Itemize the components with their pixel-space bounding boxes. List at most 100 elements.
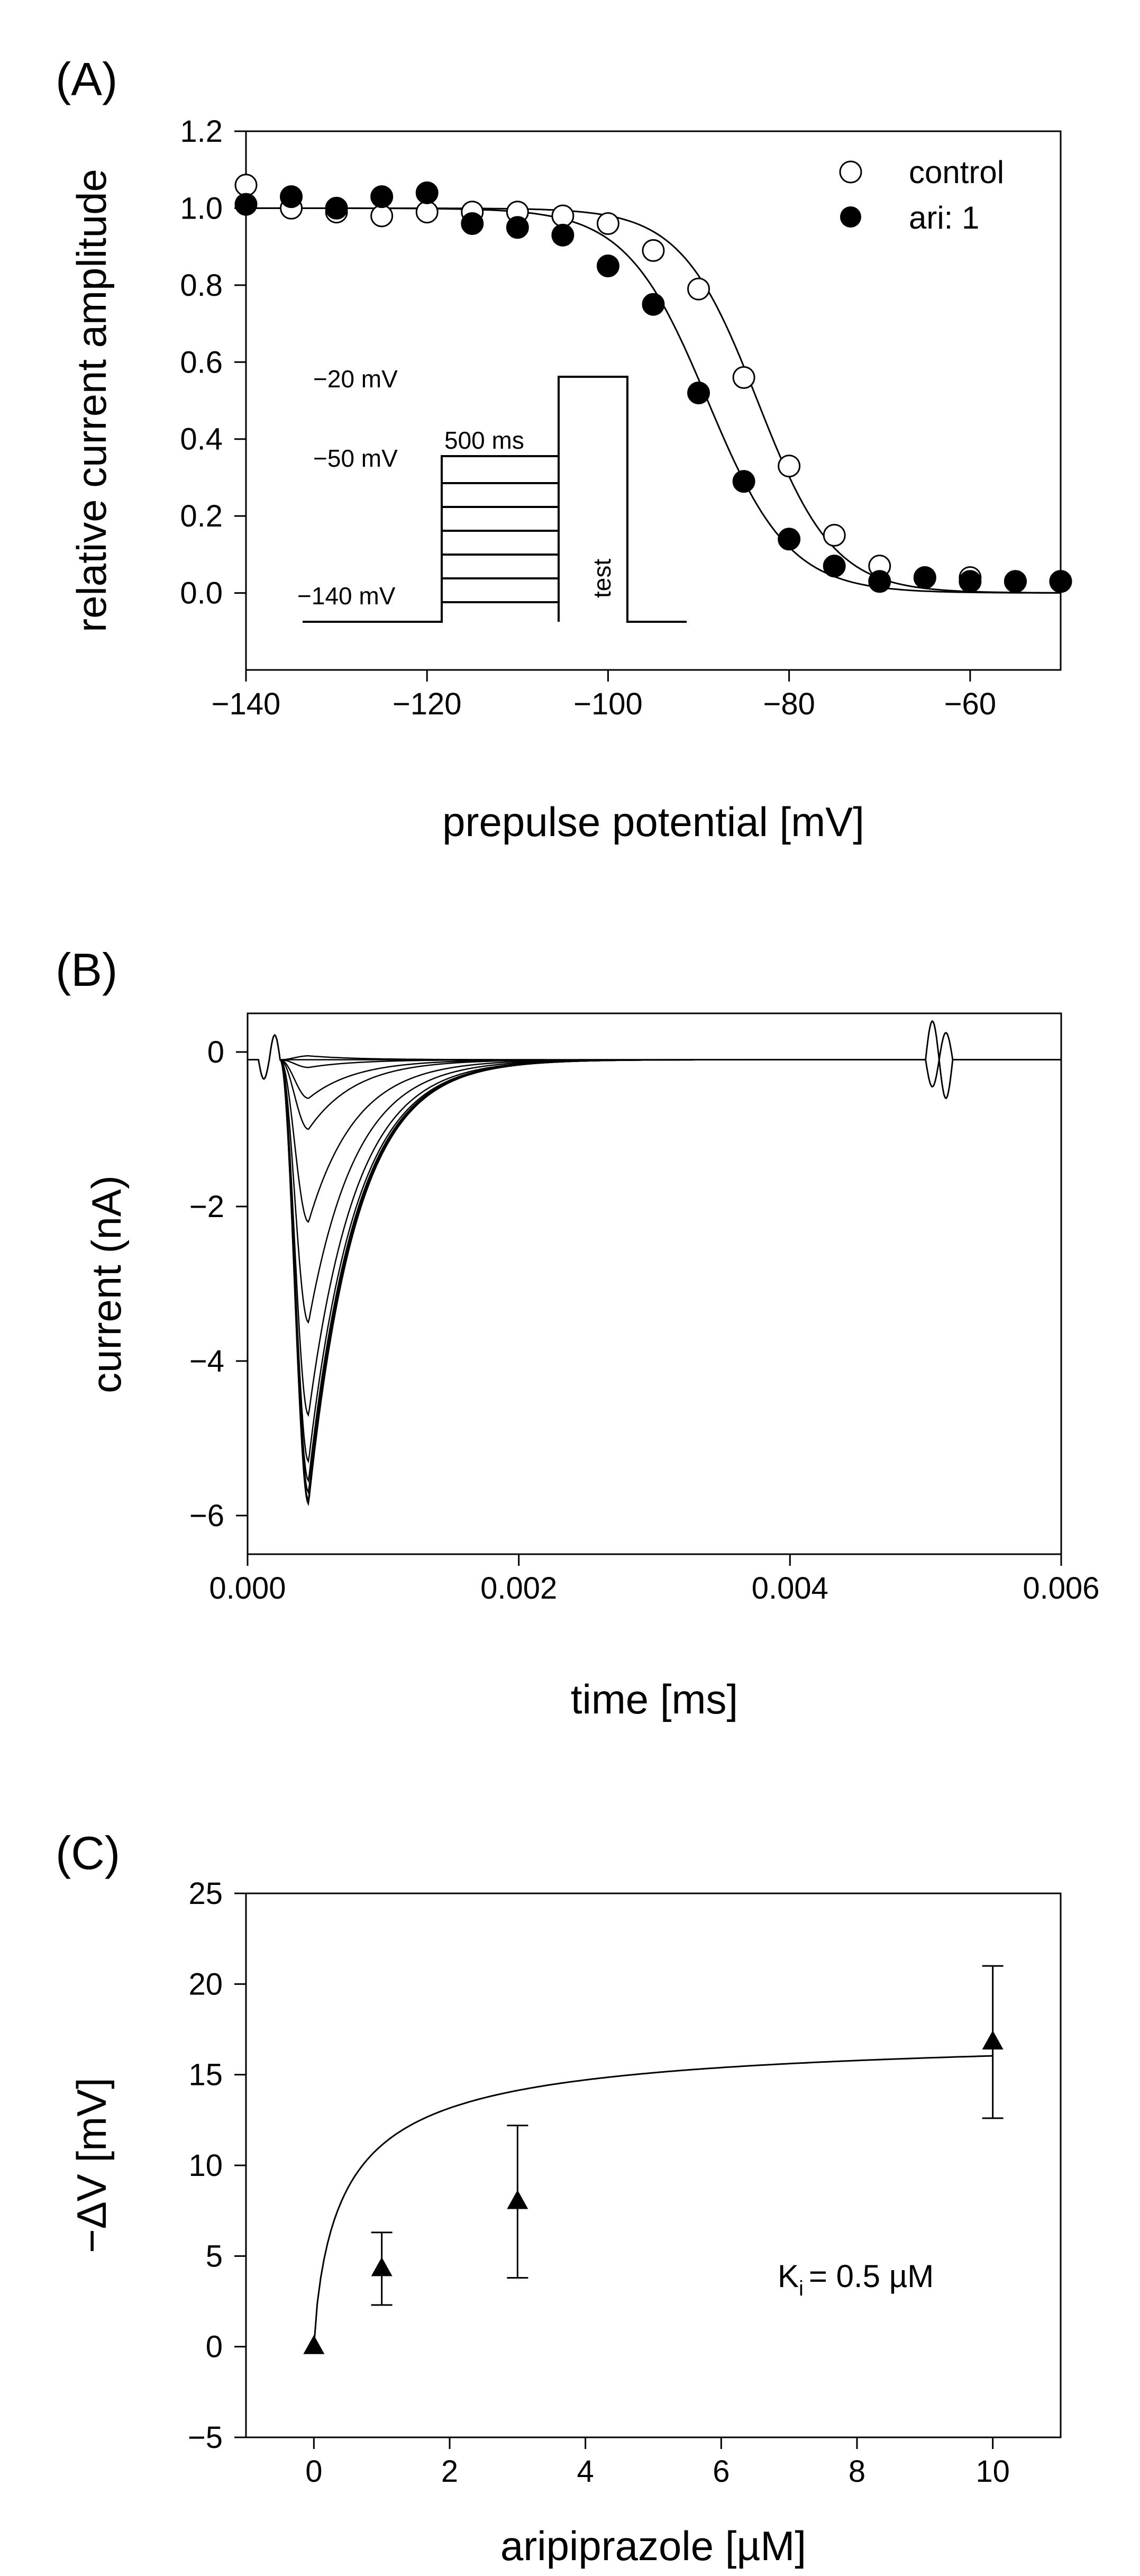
panel-a-x-ticks: −140 −120 −100 −80 −60 bbox=[212, 670, 996, 721]
fit-curve-control bbox=[246, 207, 1061, 594]
panel-c-x-tick-label: 10 bbox=[975, 2454, 1010, 2489]
panel-a-fit-curves bbox=[246, 207, 1061, 594]
data-point-ari bbox=[370, 185, 394, 208]
ki-annotation: Ki = 0.5 µM bbox=[778, 2258, 934, 2300]
panel-b-y-ticks: −6 −4 −2 0 bbox=[189, 1035, 248, 1533]
data-point-control bbox=[823, 524, 846, 547]
panel-b-y-tick-label: 0 bbox=[207, 1035, 224, 1069]
current-trace bbox=[248, 1020, 1061, 1130]
panel-c-y-ticks: −5 0 5 10 15 20 25 bbox=[188, 1876, 246, 2455]
panel-a: (A) −140 −120 −100 −80 −60 0.0 0.2 0.4 0.6 0.8 1.… bbox=[56, 53, 1072, 845]
data-point-control bbox=[370, 204, 394, 228]
inset-label-minus20mv: −20 mV bbox=[313, 365, 398, 393]
current-trace bbox=[248, 1032, 1061, 1502]
panel-a-y-axis-title: relative current amplitude bbox=[68, 169, 115, 632]
panel-b-y-axis-title: current (nA) bbox=[83, 1175, 130, 1393]
panel-a-y-tick-label: 0.8 bbox=[180, 268, 223, 303]
panel-a-x-tick-label: −120 bbox=[393, 687, 462, 721]
panel-b-x-tick-label: 0.002 bbox=[480, 1571, 557, 1606]
current-trace bbox=[248, 1032, 1061, 1417]
panel-b-x-axis-title: time [ms] bbox=[571, 1676, 738, 1722]
panel-a-y-tick-label: 0.2 bbox=[180, 499, 223, 533]
panel-a-y-tick-label: 0.0 bbox=[180, 576, 223, 611]
panel-b: (B) 0.000 0.002 0.004 0.006 −6 −4 −2 0 current… bbox=[56, 944, 1100, 1722]
current-trace bbox=[248, 1020, 1061, 1464]
panel-c-x-ticks: 0 2 4 6 8 10 bbox=[305, 2437, 1010, 2489]
data-point-control bbox=[732, 366, 755, 389]
fit-curve-ari bbox=[246, 207, 1061, 594]
panel-c-y-tick-label: 0 bbox=[206, 2330, 223, 2364]
panel-a-y-tick-label: 1.0 bbox=[180, 191, 223, 225]
panel-b-x-ticks: 0.000 0.002 0.004 0.006 bbox=[209, 1554, 1100, 1606]
data-point-ari bbox=[415, 181, 439, 204]
data-point-control bbox=[778, 455, 801, 478]
data-point-control bbox=[234, 174, 258, 197]
hill-fit-curve bbox=[313, 2055, 993, 2347]
data-point-ari bbox=[596, 255, 619, 277]
panel-b-current-traces bbox=[248, 1020, 1061, 1507]
panel-c-fit-curve bbox=[313, 2055, 993, 2347]
panel-c-y-tick-label: 10 bbox=[188, 2148, 223, 2183]
data-point-ari bbox=[461, 212, 484, 235]
data-point-ari bbox=[325, 196, 348, 220]
current-trace bbox=[248, 1020, 1061, 1507]
panel-a-protocol-inset bbox=[303, 376, 687, 623]
panel-c-x-axis-title: aripiprazole [µM] bbox=[500, 2523, 806, 2569]
data-point-control bbox=[415, 201, 439, 224]
data-point-triangle bbox=[371, 2257, 393, 2276]
data-point-ari bbox=[959, 570, 982, 593]
data-point-ari bbox=[778, 528, 801, 551]
panel-b-plot-frame bbox=[247, 1012, 1062, 1555]
panel-b-y-tick-label: −6 bbox=[189, 1499, 224, 1533]
inset-label-duration: 500 ms bbox=[444, 427, 524, 454]
data-point-control bbox=[687, 277, 710, 301]
panel-c: (C) 0 2 4 6 8 10 −5 0 5 10 15 20 25 Ki = 0.5 µM −ΔV … bbox=[56, 1827, 1062, 2569]
panel-c-y-tick-label: 25 bbox=[188, 1876, 223, 1911]
panel-c-x-tick-label: 8 bbox=[849, 2454, 865, 2489]
panel-a-x-tick-label: −100 bbox=[573, 687, 643, 721]
panel-c-y-tick-label: 15 bbox=[188, 2058, 223, 2092]
panel-b-y-tick-label: −4 bbox=[189, 1344, 224, 1378]
panel-a-x-axis-title: prepulse potential [mV] bbox=[442, 799, 864, 845]
panel-b-x-tick-label: 0.000 bbox=[209, 1571, 286, 1606]
panel-b-x-tick-label: 0.004 bbox=[752, 1571, 828, 1606]
current-trace bbox=[248, 1020, 1061, 1495]
legend-marker-control bbox=[839, 160, 862, 184]
data-point-ari bbox=[687, 381, 710, 404]
panel-a-x-tick-label: −60 bbox=[944, 687, 996, 721]
data-point-ari bbox=[1049, 570, 1072, 593]
data-point-ari bbox=[732, 470, 755, 493]
data-point-ari bbox=[1004, 570, 1027, 593]
data-point-triangle bbox=[507, 2190, 528, 2209]
panel-c-x-tick-label: 6 bbox=[713, 2454, 729, 2489]
panel-c-y-tick-label: 5 bbox=[206, 2239, 223, 2273]
data-point-ari bbox=[823, 555, 846, 578]
panel-a-y-tick-label: 1.2 bbox=[180, 114, 223, 149]
inset-label-minus50mv: −50 mV bbox=[313, 445, 398, 472]
panel-a-data-points bbox=[234, 174, 1072, 593]
panel-a-y-tick-label: 0.6 bbox=[180, 345, 223, 379]
panel-c-x-tick-label: 0 bbox=[305, 2454, 322, 2489]
data-point-triangle bbox=[303, 2335, 325, 2354]
data-point-control bbox=[551, 204, 574, 228]
panel-a-plot-frame bbox=[245, 130, 1062, 671]
data-point-ari bbox=[913, 566, 936, 589]
panel-c-x-tick-label: 4 bbox=[577, 2454, 594, 2489]
protocol-waveform bbox=[303, 376, 687, 623]
legend-label-control: control bbox=[909, 155, 1004, 190]
current-trace bbox=[248, 1032, 1061, 1483]
legend-marker-ari bbox=[840, 206, 861, 228]
panel-b-x-tick-label: 0.006 bbox=[1023, 1571, 1099, 1606]
panel-c-label: (C) bbox=[56, 1827, 120, 1879]
panel-a-x-tick-label: −140 bbox=[212, 687, 281, 721]
panel-b-y-tick-label: −2 bbox=[189, 1190, 224, 1224]
panel-a-y-tick-label: 0.4 bbox=[180, 422, 223, 457]
inset-label-minus140mv: −140 mV bbox=[297, 582, 396, 610]
panel-c-x-tick-label: 2 bbox=[441, 2454, 458, 2489]
data-point-ari bbox=[234, 193, 258, 216]
panel-c-y-tick-label: 20 bbox=[188, 1967, 223, 2001]
data-point-triangle bbox=[982, 2030, 1004, 2049]
panel-a-y-ticks: 0.0 0.2 0.4 0.6 0.8 1.0 1.2 bbox=[180, 114, 246, 611]
data-point-ari bbox=[551, 223, 574, 247]
